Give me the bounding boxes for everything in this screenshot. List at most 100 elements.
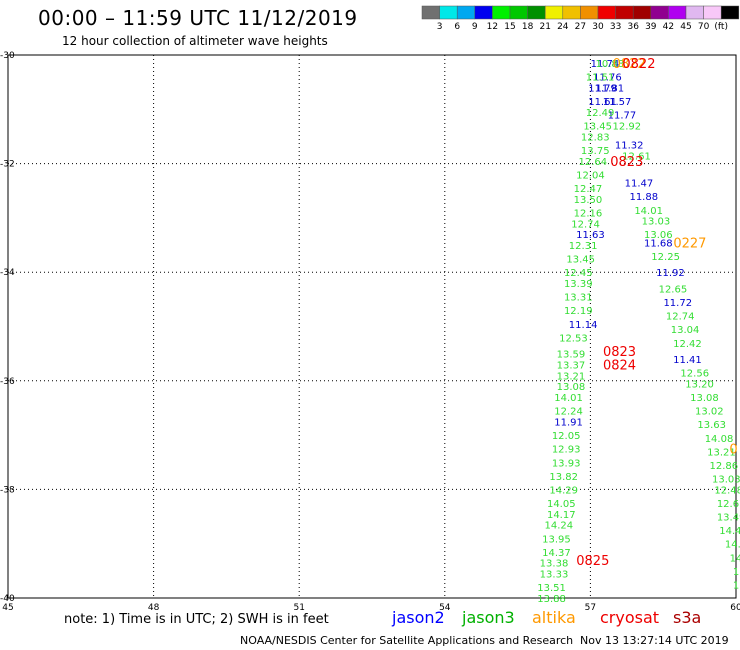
jason3-wave-height-point: 12.49 — [586, 108, 615, 119]
jason3-wave-height-point: 13.04 — [671, 325, 700, 336]
jason3-wave-height-point: 13.21 — [557, 371, 586, 382]
color-scale-label: 36 — [627, 22, 639, 32]
color-scale-label: 24 — [557, 22, 569, 32]
jason2-wave-height-point: 11.41 — [673, 355, 702, 366]
jason3-wave-height-point: 12.16 — [574, 208, 603, 219]
jason3-wave-height-point: 13.88 — [537, 594, 566, 605]
jason3-wave-height-point: 12.48 — [714, 485, 740, 496]
jason3-wave-height-point: 12.74 — [666, 312, 695, 323]
x-tick-label: 54 — [439, 603, 451, 610]
jason3-wave-height-point: 12.83 — [581, 132, 610, 143]
jason2-wave-height-point: 11.47 — [625, 179, 654, 190]
jason3-wave-height-point: 14.3 — [725, 540, 740, 551]
jason3-wave-height-point: 13.82 — [549, 472, 578, 483]
x-tick-label: 51 — [293, 603, 304, 610]
color-scale-label: 21 — [539, 22, 550, 32]
jason3-wave-height-point: 13.93 — [552, 458, 581, 469]
pass-time-label: 0227 — [673, 236, 706, 251]
jason3-wave-height-point: 13.08 — [690, 393, 719, 404]
legend-altika: altika — [532, 608, 576, 627]
jason3-wave-height-point: 13.63 — [697, 420, 726, 431]
jason3-wave-height-point: 13.20 — [685, 380, 714, 391]
jason3-wave-height-point: 14.17 — [547, 510, 576, 521]
x-tick-label: 57 — [585, 603, 596, 610]
color-scale-label: 6 — [454, 22, 460, 32]
jason3-wave-height-point: 12.19 — [564, 306, 593, 317]
x-tick-label: 45 — [2, 603, 13, 610]
credit-line: NOAA/NESDIS Center for Satellite Applica… — [240, 634, 574, 647]
x-tick-label: 60 — [730, 603, 740, 610]
pass-time-label: 0822 — [622, 57, 655, 72]
jason3-wave-height-point: 14.01 — [634, 206, 663, 217]
x-tick-label: 48 — [148, 603, 160, 610]
jason3-wave-height-point: 13.33 — [540, 570, 569, 581]
jason3-wave-height-point: 13.45 — [566, 255, 595, 266]
jason2-wave-height-point: 11.79 — [588, 84, 617, 95]
jason2-wave-height-point: 11.92 — [656, 268, 685, 279]
generated-timestamp: Nov 13 13:27:14 UTC 2019 — [580, 634, 729, 647]
jason3-wave-height-point: 12.86 — [710, 461, 739, 472]
pass-time-label: 0823 — [603, 345, 636, 360]
jason3-wave-height-point: 13.45 — [583, 122, 612, 133]
jason3-wave-height-point: 13.03 — [712, 475, 740, 486]
jason3-wave-height-point: 12.65 — [659, 284, 688, 295]
y-tick-label: -32 — [0, 160, 15, 170]
jason3-wave-height-point: 13.50 — [574, 195, 603, 206]
jason3-wave-height-point: 14.08 — [705, 434, 734, 445]
jason3-wave-height-point: 12.92 — [612, 122, 641, 133]
jason3-wave-height-point: 14.01 — [554, 393, 583, 404]
jason3-wave-height-point: 12.61 — [622, 151, 651, 162]
jason3-wave-height-point: 13.31 — [564, 293, 593, 304]
jason3-wave-height-point: 12.53 — [559, 333, 588, 344]
jason3-wave-height-point: 13.59 — [557, 350, 586, 361]
pass-time-label: 0822 — [613, 57, 646, 72]
jason2-wave-height-point: 11.63 — [576, 230, 605, 241]
jason2-wave-height-point: 11.91 — [554, 418, 583, 429]
y-tick-label: -30 — [0, 51, 15, 61]
jason3-wave-height-point: 13.95 — [542, 534, 571, 545]
color-scale-legend: 3 6 9 12 15 18 21 24 27 30 33 36 39 42 45 70 (ft) — [421, 5, 740, 32]
jason3-wave-height-point: 1 — [733, 580, 739, 591]
jason3-wave-height-point: 12.67 — [717, 499, 740, 510]
jason3-wave-height-point: 11.51 — [586, 73, 615, 84]
jason2-wave-height-point: 11.81 — [595, 84, 624, 95]
color-scale-label: 39 — [645, 22, 657, 32]
jason3-wave-height-point: 14.05 — [547, 499, 576, 510]
color-scale-label: 42 — [663, 22, 674, 32]
y-tick-label: -34 — [0, 268, 15, 278]
jason2-wave-height-point: 11.72 — [663, 298, 692, 309]
jason2-wave-height-point: 11.14 — [569, 320, 598, 331]
color-scale-label: 30 — [592, 22, 604, 32]
jason2-wave-height-point: 11.68 — [644, 238, 673, 249]
jason3-wave-height-point: 14.29 — [549, 485, 578, 496]
chart-title: 00:00 – 11:59 UTC 11/12/2019 — [38, 6, 358, 30]
legend-jason3: jason3 — [462, 608, 515, 627]
jason3-wave-height-point: 12.05 — [552, 431, 581, 442]
jason2-wave-height-point: 11.74 — [591, 59, 620, 70]
jason3-wave-height-point: 12.45 — [564, 268, 593, 279]
color-scale-label: 70 — [698, 22, 710, 32]
legend-s3a: s3a — [673, 608, 702, 627]
jason3-wave-height-point: 12.42 — [673, 339, 702, 350]
y-tick-label: -36 — [0, 377, 15, 387]
color-scale-label: (ft) — [714, 22, 728, 32]
legend-cryosat: cryosat — [600, 608, 660, 627]
color-scale-swatch — [720, 5, 740, 20]
jason3-wave-height-point: 13.75 — [581, 146, 610, 157]
jason3-wave-height-point: 12.25 — [651, 252, 680, 263]
jason3-wave-height-point: 12.31 — [569, 241, 598, 252]
color-scale-label: 33 — [610, 22, 621, 32]
jason3-wave-height-point: 10.88 — [595, 59, 624, 70]
jason3-wave-height-point: 12.56 — [680, 369, 709, 380]
jason3-wave-height-point: 12.47 — [574, 184, 603, 195]
color-scale-label: 12 — [487, 22, 498, 32]
jason3-wave-height-point: 12.93 — [552, 445, 581, 456]
jason3-wave-height-point: 1 — [733, 567, 739, 578]
jason2-wave-height-point: 11.76 — [593, 73, 622, 84]
pass-time-label: 0825 — [576, 554, 609, 569]
y-tick-label: -40 — [0, 594, 15, 604]
jason3-wave-height-point: 13.21 — [707, 447, 736, 458]
jason3-wave-height-point: 12.64 — [579, 157, 608, 168]
units-note: note: 1) Time is in UTC; 2) SWH is in fe… — [64, 612, 329, 627]
jason3-wave-height-point: 13.38 — [540, 559, 569, 570]
